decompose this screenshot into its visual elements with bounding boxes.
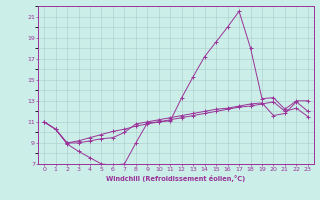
X-axis label: Windchill (Refroidissement éolien,°C): Windchill (Refroidissement éolien,°C) bbox=[106, 175, 246, 182]
